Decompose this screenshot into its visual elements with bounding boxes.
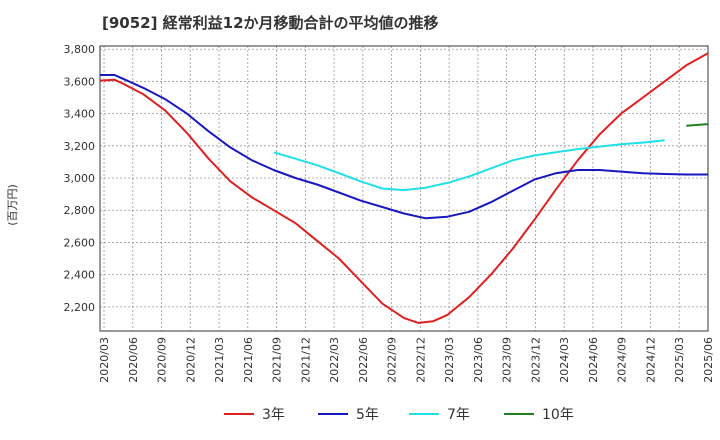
y-axis-label: (百万円) bbox=[6, 184, 19, 226]
x-tick-label: 2023/06 bbox=[472, 337, 485, 383]
x-tick-label: 2021/12 bbox=[299, 337, 312, 383]
series-line-7年 bbox=[273, 139, 665, 192]
y-tick-label: 2,200 bbox=[64, 301, 96, 314]
x-tick-label: 2024/06 bbox=[587, 337, 600, 383]
x-tick-label: 2020/03 bbox=[98, 337, 111, 383]
y-tick-label: 3,800 bbox=[64, 43, 96, 56]
legend: 3年 5年 7年 10年 bbox=[224, 407, 574, 423]
x-tick-label: 2022/12 bbox=[414, 337, 427, 383]
series-line-5年 bbox=[100, 74, 708, 220]
x-tick-label: 2020/12 bbox=[184, 337, 197, 383]
x-tick-label: 2022/09 bbox=[386, 337, 399, 383]
axes bbox=[99, 45, 709, 332]
y-tick-label: 3,200 bbox=[64, 140, 96, 153]
x-tick-label: 2024/03 bbox=[558, 337, 571, 383]
x-tick-label: 2024/12 bbox=[644, 337, 657, 383]
x-tick-label: 2021/09 bbox=[271, 337, 284, 383]
y-tick-label: 2,800 bbox=[64, 204, 96, 217]
y-tick-label: 3,400 bbox=[64, 108, 96, 121]
chart-title: [9052] 経常利益12か月移動合計の平均値の推移 bbox=[102, 14, 439, 32]
series-lines bbox=[99, 52, 709, 324]
legend-label: 10年 bbox=[542, 407, 574, 423]
x-tick-label: 2021/03 bbox=[213, 337, 226, 383]
x-tick-label: 2025/06 bbox=[702, 337, 715, 383]
legend-label: 3年 bbox=[262, 407, 285, 423]
x-tick-label: 2023/09 bbox=[501, 337, 514, 383]
grid-lines bbox=[100, 46, 709, 331]
plot-frame bbox=[99, 45, 709, 332]
x-tick-label: 2020/06 bbox=[127, 337, 140, 383]
legend-label: 5年 bbox=[356, 407, 379, 423]
x-tick-label: 2023/03 bbox=[443, 337, 456, 383]
y-tick-label: 2,400 bbox=[64, 269, 96, 282]
y-tick-label: 3,600 bbox=[64, 75, 96, 88]
x-tick-label: 2021/06 bbox=[242, 337, 255, 383]
x-tick-label: 2022/06 bbox=[357, 337, 370, 383]
series-line-10年 bbox=[686, 123, 709, 127]
x-tick-label: 2022/03 bbox=[328, 337, 341, 383]
x-tick-label: 2024/09 bbox=[616, 337, 629, 383]
tick-labels: 2,200 2,400 2,600 2,800 3,000 3,200 3,400 3,600… bbox=[64, 43, 716, 382]
x-tick-label: 2025/03 bbox=[673, 337, 686, 383]
y-tick-label: 3,000 bbox=[64, 172, 96, 185]
legend-label: 7年 bbox=[447, 407, 470, 423]
x-tick-label: 2023/12 bbox=[529, 337, 542, 383]
y-tick-label: 2,600 bbox=[64, 236, 96, 249]
x-tick-label: 2020/09 bbox=[156, 337, 169, 383]
series-line-3年 bbox=[99, 52, 709, 324]
